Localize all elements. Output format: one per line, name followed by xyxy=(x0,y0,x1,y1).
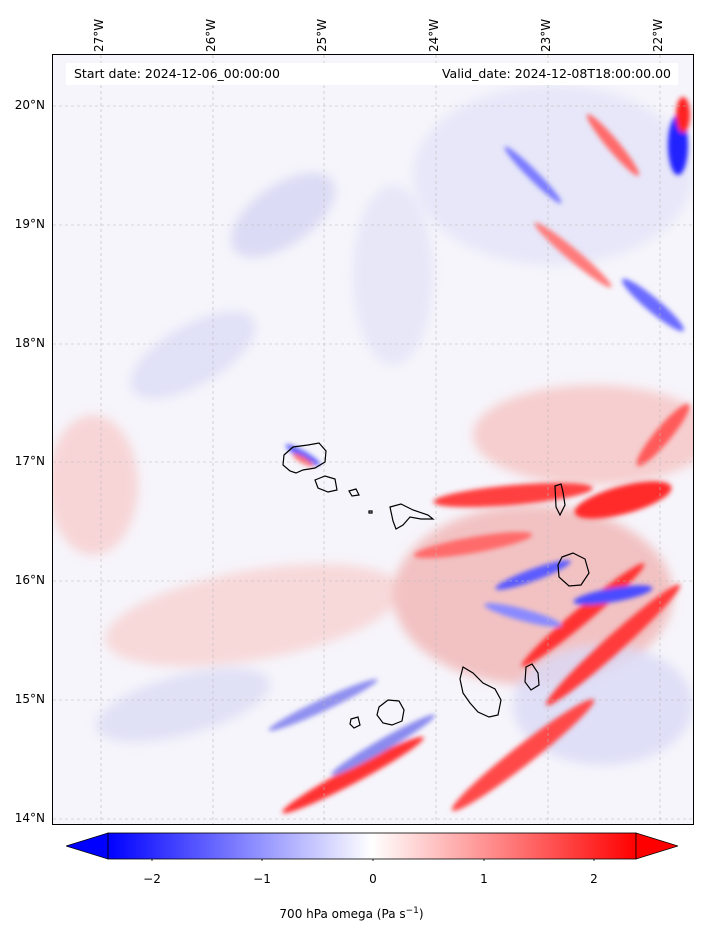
start-date-label: Start date: 2024-12-06_00:00:00 xyxy=(74,66,280,81)
lon-label-22w: 22°W xyxy=(651,18,665,52)
map-gridlines xyxy=(53,55,693,824)
colorbar-label-unit-exponent: −1 xyxy=(405,906,419,916)
colorbar-max-extend xyxy=(635,832,678,860)
lat-label-15n: 15°N xyxy=(14,692,45,706)
island-raso xyxy=(368,510,373,514)
lon-label-26w: 26°W xyxy=(204,18,218,52)
island-brava xyxy=(349,716,361,729)
island-sal xyxy=(554,483,566,517)
omega-map[interactable] xyxy=(52,54,694,825)
omega-broad-shading xyxy=(53,85,693,765)
colorbar-tick-neg2: −2 xyxy=(143,872,161,886)
island-maio xyxy=(524,663,540,691)
omega-streaks xyxy=(268,97,690,814)
island-sao-nicolau xyxy=(389,503,435,530)
lat-label-16n: 16°N xyxy=(14,573,45,587)
lat-label-14n: 14°N xyxy=(14,811,45,825)
lat-label-19n: 19°N xyxy=(14,217,45,231)
colorbar-tick-1: 1 xyxy=(480,872,488,886)
island-coastlines xyxy=(282,442,590,729)
lon-label-25w: 25°W xyxy=(315,18,329,52)
colorbar-label-text: 700 hPa omega (Pa s xyxy=(279,907,406,921)
island-boa-vista xyxy=(557,552,590,587)
lat-label-20n: 20°N xyxy=(14,98,45,112)
island-santiago xyxy=(459,666,502,718)
island-santo-antao xyxy=(282,442,327,474)
date-header-box xyxy=(66,63,678,85)
island-sao-vicente xyxy=(314,475,338,493)
colorbar-min-extend xyxy=(66,832,109,860)
colorbar-tick-marks xyxy=(151,859,595,861)
valid-date-label: Valid_date: 2024-12-08T18:00:00.00 xyxy=(441,66,671,81)
colorbar-tick-2: 2 xyxy=(590,872,598,886)
island-santa-luzia xyxy=(348,488,360,497)
colorbar-tick-neg1: −1 xyxy=(253,872,271,886)
colorbar-gradient xyxy=(107,832,637,860)
colorbar xyxy=(66,832,678,861)
lat-label-18n: 18°N xyxy=(14,336,45,350)
lat-label-17n: 17°N xyxy=(14,454,45,468)
colorbar-label-end: ) xyxy=(418,907,424,921)
colorbar-tick-0: 0 xyxy=(369,872,377,886)
omega-field xyxy=(53,55,693,824)
lon-label-27w: 27°W xyxy=(92,18,106,52)
lon-label-23w: 23°W xyxy=(539,18,553,52)
island-fogo xyxy=(376,699,405,726)
colorbar-label: 700 hPa omega (Pa s−1) xyxy=(0,906,703,921)
lon-label-24w: 24°W xyxy=(427,18,441,52)
